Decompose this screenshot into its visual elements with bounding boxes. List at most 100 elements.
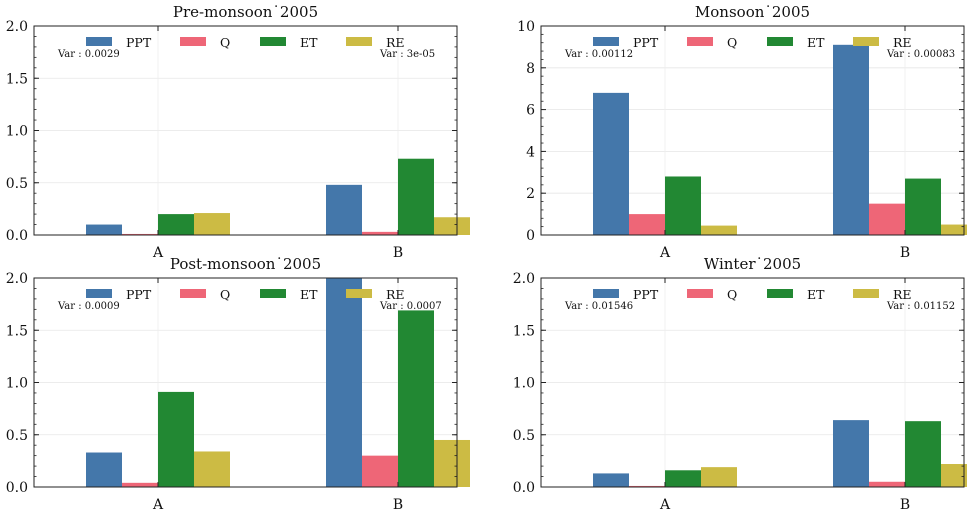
legend-swatch-RE (853, 37, 879, 46)
legend-label-PPT: PPT (633, 35, 659, 50)
legend-label-ET: ET (300, 287, 318, 302)
bar-PPT-A (593, 473, 629, 487)
legend-swatch-RE (346, 289, 372, 298)
bar-RE-B (941, 224, 967, 235)
legend-swatch-RE (853, 289, 879, 298)
bar-RE-B (434, 439, 470, 487)
y-tick-label: 0 (526, 228, 535, 244)
y-tick-label: 1.0 (6, 376, 28, 392)
bar-RE-A (194, 451, 230, 487)
chart-title: Pre-monsoon˙2005 (173, 3, 318, 21)
y-tick-label: 10 (517, 19, 535, 35)
y-tick-label: 0.0 (6, 228, 28, 244)
bar-Q-A (122, 233, 158, 235)
y-tick-label: 2 (526, 186, 535, 202)
bar-Q-A (629, 485, 665, 487)
bar-ET-A (158, 391, 194, 487)
y-tick-label: 2.0 (6, 19, 28, 35)
bar-PPT-B (326, 278, 362, 487)
legend-swatch-ET (260, 289, 286, 298)
bar-PPT-A (86, 452, 122, 487)
legend-label-Q: Q (220, 35, 230, 50)
y-tick-label: 8 (526, 61, 535, 77)
bar-Q-B (869, 203, 905, 235)
y-tick-label: 1.5 (513, 323, 535, 339)
variance-annotation: Var : 0.0029 (57, 49, 120, 60)
legend-label-Q: Q (727, 287, 737, 302)
legend-label-ET: ET (300, 35, 318, 50)
y-tick-label: 0.5 (6, 176, 28, 192)
legend-swatch-Q (687, 37, 713, 46)
x-tick-label: A (152, 245, 164, 261)
y-tick-label: 0.0 (513, 480, 535, 496)
legend-label-PPT: PPT (126, 287, 152, 302)
legend-swatch-PPT (593, 289, 619, 298)
legend-label-RE: RE (893, 35, 912, 50)
bar-ET-B (398, 158, 434, 235)
y-tick-label: 0.5 (6, 428, 28, 444)
legend-label-RE: RE (386, 35, 405, 50)
legend-swatch-PPT (86, 37, 112, 46)
axes-frame (540, 25, 965, 236)
y-tick-label: 0.0 (6, 480, 28, 496)
legend-swatch-Q (180, 37, 206, 46)
bar-PPT-A (593, 92, 629, 235)
legend-label-ET: ET (807, 287, 825, 302)
variance-annotation: Var : 0.0007 (379, 301, 442, 312)
y-tick-label: 4 (526, 144, 535, 160)
y-tick-label: 2.0 (6, 271, 28, 287)
bar-ET-B (905, 178, 941, 235)
bar-RE-A (194, 213, 230, 235)
legend-swatch-ET (767, 37, 793, 46)
legend-label-Q: Q (220, 287, 230, 302)
y-tick-label: 0.5 (513, 428, 535, 444)
y-tick-label: 6 (526, 103, 535, 119)
x-tick-label: A (152, 497, 164, 513)
bar-Q-A (122, 482, 158, 487)
chart-title: Post-monsoon˙2005 (170, 255, 321, 273)
bar-Q-B (362, 231, 398, 235)
bar-ET-A (665, 176, 701, 235)
legend-swatch-Q (180, 289, 206, 298)
bar-RE-B (434, 217, 470, 235)
variance-annotation: Var : 0.01546 (564, 301, 633, 312)
legend-swatch-PPT (593, 37, 619, 46)
bar-PPT-B (833, 420, 869, 487)
legend-label-RE: RE (386, 287, 405, 302)
bar-PPT-A (86, 224, 122, 235)
bar-ET-A (665, 470, 701, 487)
bar-PPT-B (833, 44, 869, 236)
variance-annotation: Var : 0.0009 (57, 301, 120, 312)
legend-label-Q: Q (727, 35, 737, 50)
x-tick-label: B (900, 245, 910, 261)
bar-PPT-B (326, 184, 362, 235)
chart-panel-0: 0.0 0.5 1.0 1.5 2.0 A B Pre-monsoon˙2005 PPT Q ET R… (6, 3, 470, 261)
legend-swatch-PPT (86, 289, 112, 298)
bar-ET-B (398, 310, 434, 487)
y-tick-label: 1.0 (6, 124, 28, 140)
chart-panel-1: 0 2 4 6 8 10 A B Monsoon˙2005 PPT Q ET RE Var : 0.001… (517, 3, 967, 261)
chart-title: Winter˙2005 (704, 255, 801, 273)
bar-Q-B (362, 455, 398, 487)
bar-RE-A (701, 225, 737, 235)
y-tick-label: 2.0 (513, 271, 535, 287)
x-tick-label: A (659, 497, 671, 513)
legend-swatch-RE (346, 37, 372, 46)
x-tick-label: A (659, 245, 671, 261)
variance-annotation: Var : 3e-05 (379, 49, 435, 60)
legend-swatch-ET (260, 37, 286, 46)
bar-RE-A (701, 467, 737, 487)
chart-title: Monsoon˙2005 (695, 3, 810, 21)
bar-ET-A (158, 214, 194, 235)
bar-Q-B (869, 481, 905, 487)
y-tick-label: 1.0 (513, 376, 535, 392)
variance-annotation: Var : 0.01152 (886, 301, 955, 312)
bar-RE-B (941, 464, 967, 487)
legend-label-PPT: PPT (633, 287, 659, 302)
variance-annotation: Var : 0.00083 (886, 49, 955, 60)
legend-label-PPT: PPT (126, 35, 152, 50)
y-tick-label: 1.5 (6, 323, 28, 339)
legend-label-ET: ET (807, 35, 825, 50)
